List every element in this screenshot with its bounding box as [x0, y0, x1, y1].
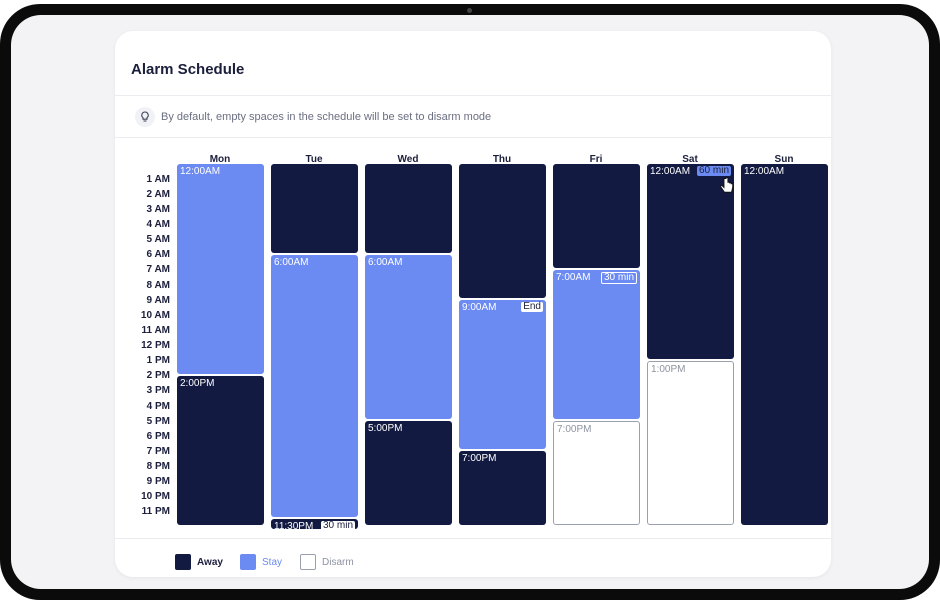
legend-swatch-disarm: [300, 554, 316, 570]
schedule-block-away[interactable]: [365, 164, 452, 253]
hour-label: 3 PM: [146, 385, 170, 397]
block-start-time: 7:00AM: [556, 271, 591, 283]
hour-label: 7 PM: [146, 445, 170, 457]
block-start-time: 7:00PM: [462, 453, 497, 465]
legend-label-stay: Stay: [262, 556, 283, 568]
schedule-block-away[interactable]: 12:00AM: [741, 164, 828, 525]
hour-label: 11 AM: [141, 324, 170, 336]
schedule-block-away[interactable]: 2:00PM: [177, 375, 264, 525]
schedule-block-stay[interactable]: 9:00AM End: [459, 300, 546, 450]
schedule-block-away[interactable]: [459, 164, 546, 299]
schedule-block-stay[interactable]: 6:00AM: [271, 254, 358, 518]
legend-item-disarm: Disarm: [300, 554, 354, 570]
schedule-block-stay[interactable]: 6:00AM: [365, 254, 452, 420]
schedule-block-disarm[interactable]: 1:00PM: [647, 360, 734, 525]
day-header-mon: Mon: [209, 154, 231, 165]
day-header-sun: Sun: [774, 154, 794, 165]
block-duration-tag[interactable]: End: [521, 301, 543, 313]
hint-text: By default, empty spaces in the schedule…: [161, 111, 492, 123]
grid-bottom-divider: [115, 538, 831, 539]
hour-label: 8 PM: [146, 461, 170, 472]
hour-label: 1 PM: [146, 355, 170, 367]
legend-label-disarm: Disarm: [322, 556, 354, 568]
hour-label: 3 AM: [146, 203, 170, 215]
hour-label: 5 AM: [146, 234, 170, 246]
tablet-screen: Alarm Schedule By default, empty spaces …: [11, 15, 929, 589]
hour-label: 5 PM: [146, 415, 170, 427]
lightbulb-icon: [135, 107, 155, 127]
legend-item-stay: Stay: [240, 554, 282, 570]
day-header-sat: Sat: [682, 154, 698, 165]
block-start-time: 6:00AM: [368, 256, 403, 268]
schedule-block-away[interactable]: [553, 164, 640, 268]
schedule-block-away[interactable]: 11:30PM 30 min: [271, 519, 358, 533]
block-start-time: 12:00AM: [744, 166, 785, 177]
tablet-frame: Alarm Schedule By default, empty spaces …: [0, 4, 940, 600]
schedule-block-away[interactable]: 7:00PM: [459, 451, 546, 525]
hour-label: 7 AM: [146, 264, 170, 276]
block-duration-tag[interactable]: 30 min: [600, 271, 637, 284]
hour-label: 9 AM: [146, 294, 170, 306]
day-header-wed: Wed: [397, 154, 419, 165]
legend-swatch-stay: [240, 554, 256, 570]
block-start-time: 12:00AM: [650, 166, 691, 177]
alarm-schedule-card: Alarm Schedule By default, empty spaces …: [115, 31, 831, 577]
day-header-fri: Fri: [589, 154, 603, 165]
block-start-time: 2:00PM: [180, 377, 215, 389]
hour-label: 9 PM: [146, 476, 170, 488]
camera-dot: [467, 8, 472, 13]
hint-divider: [115, 137, 831, 138]
schedule-block-disarm[interactable]: 7:00PM: [553, 421, 640, 525]
hour-label: 4 AM: [146, 219, 170, 230]
block-start-time: 1:00PM: [651, 363, 686, 375]
header-divider: [115, 95, 831, 96]
block-start-time: 9:00AM: [462, 302, 497, 314]
hour-label: 2 AM: [146, 188, 170, 200]
block-duration-tag[interactable]: 60 min: [696, 165, 731, 176]
hour-label: 6 AM: [146, 249, 170, 261]
schedule-block-away[interactable]: [271, 164, 358, 253]
schedule-block-stay[interactable]: 7:00AM 30 min: [553, 269, 640, 420]
block-start-time: 11:30PM: [274, 521, 314, 533]
legend-item-away: Away: [175, 554, 223, 570]
hour-label: 12 PM: [141, 340, 170, 351]
block-start-time: 7:00PM: [557, 424, 592, 436]
hour-label: 1 AM: [146, 173, 170, 185]
hour-label: 2 PM: [146, 370, 170, 382]
legend-label-away: Away: [197, 556, 223, 568]
schedule-block-away[interactable]: 5:00PM: [365, 421, 452, 525]
hour-label: 8 AM: [146, 279, 170, 291]
hour-label: 4 PM: [146, 400, 170, 412]
hour-label: 11 PM: [141, 506, 170, 518]
block-duration-tag[interactable]: 30 min: [320, 520, 355, 532]
hour-label: 10 PM: [141, 491, 170, 503]
schedule-block-stay[interactable]: 12:00AM: [177, 164, 264, 374]
legend-swatch-away: [175, 554, 191, 570]
day-header-tue: Tue: [305, 154, 323, 165]
block-start-time: 6:00AM: [274, 256, 309, 268]
hour-label: 10 AM: [140, 309, 170, 321]
page-title: Alarm Schedule: [131, 61, 245, 78]
block-start-time: 5:00PM: [368, 423, 403, 435]
hour-label: 6 PM: [146, 430, 170, 442]
block-start-time: 12:00AM: [180, 166, 221, 177]
schedule-block-away[interactable]: 12:00AM 60 min: [647, 164, 734, 359]
day-header-thu: Thu: [492, 154, 512, 165]
hand-pointer-icon: [720, 177, 734, 193]
